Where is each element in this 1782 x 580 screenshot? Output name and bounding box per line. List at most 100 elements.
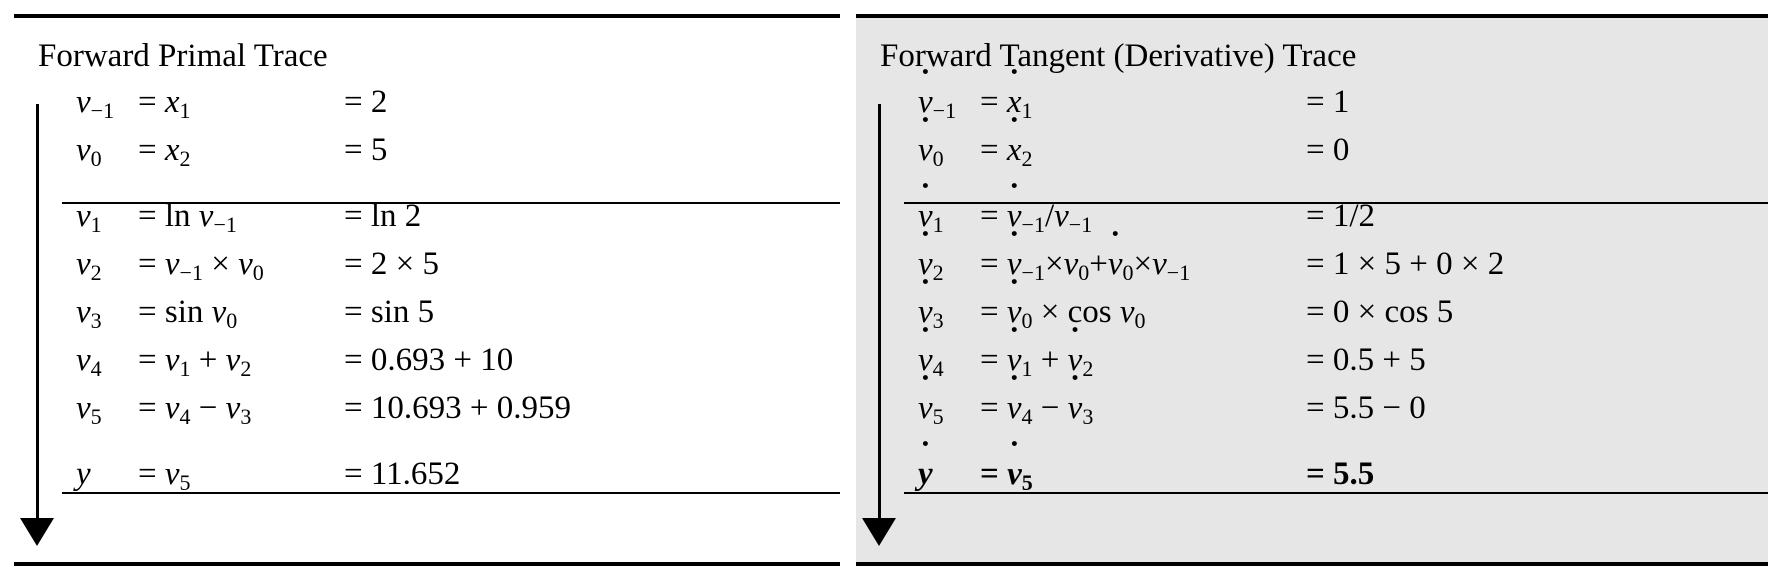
- math-variable: v: [238, 246, 253, 282]
- math-variable: v: [211, 294, 227, 330]
- lhs-variable: v2: [76, 243, 102, 285]
- math-text: +: [1032, 342, 1068, 378]
- lhs-variable: v0: [76, 129, 102, 171]
- math-variable: v: [164, 390, 180, 426]
- evaluated-value: = 1 × 5 + 0 × 2: [1306, 243, 1504, 285]
- math-variable: v: [225, 390, 241, 426]
- tangent-trace-row: v 2 = v−1×v0+v0×v−1 = 1 × 5 + 0 × 2: [856, 223, 1768, 285]
- lhs-variable: v−1: [76, 81, 114, 123]
- math-text: = ln: [138, 198, 199, 234]
- tangent-trace-row: v 1 = v−1/v−1 = 1/2: [856, 175, 1768, 237]
- lhs-variable: v3: [76, 291, 102, 333]
- math-variable: v: [164, 342, 180, 378]
- math-text: =: [980, 132, 1007, 168]
- definition-expression: = v5: [138, 453, 191, 495]
- subscript: 5: [1021, 470, 1033, 495]
- subscript: 0: [252, 260, 264, 285]
- math-text: = ln 2: [344, 198, 422, 234]
- subscript: 3: [1082, 404, 1094, 429]
- math-text: =: [138, 456, 165, 492]
- down-arrow-icon: [862, 518, 896, 546]
- subscript: 2: [240, 356, 252, 381]
- input-divider: [62, 202, 840, 204]
- definition-expression: = v4 − v3: [980, 367, 1094, 429]
- math-text: =: [980, 84, 1007, 120]
- math-variable: v: [1007, 367, 1022, 429]
- definition-expression: = x2: [980, 109, 1033, 171]
- primal-trace-row: v4 = v1 + v2 = 0.693 + 10: [14, 339, 840, 381]
- math-text: = 0.693 + 10: [344, 342, 514, 378]
- subscript: 1: [932, 212, 944, 237]
- input-divider: [904, 202, 1768, 204]
- definition-expression: = v−1 × v0: [138, 243, 264, 285]
- math-text: =: [138, 132, 165, 168]
- evaluated-value: = 0.5 + 5: [1306, 339, 1426, 381]
- tangent-trace-row: y = v5 = 5.5: [856, 433, 1768, 495]
- subscript: 0: [932, 146, 944, 171]
- math-text: =: [980, 342, 1007, 378]
- tangent-trace-panel: Forward Tangent (Derivative) Trace v−1= …: [856, 14, 1768, 566]
- math-text: =: [980, 456, 1008, 492]
- math-text: =: [980, 294, 1007, 330]
- lhs-variable: v0: [918, 109, 944, 171]
- math-variable: v: [1068, 367, 1083, 429]
- math-variable: v: [198, 198, 214, 234]
- subscript: 0: [1134, 308, 1146, 333]
- primal-trace-row: v2 = v−1 × v0 = 2 × 5: [14, 243, 840, 285]
- lhs-variable: v1: [76, 195, 102, 237]
- math-text: = 0.5 + 5: [1306, 342, 1426, 378]
- subscript: 0: [90, 146, 102, 171]
- math-text: +: [1089, 246, 1108, 282]
- math-variable: v: [918, 367, 933, 429]
- math-text: = 2: [344, 84, 388, 120]
- math-text: = sin: [138, 294, 212, 330]
- math-variable: v: [76, 246, 91, 282]
- definition-expression: = v5: [980, 433, 1033, 495]
- math-variable: v: [225, 342, 241, 378]
- math-text: = 1 × 5 + 0 × 2: [1306, 246, 1505, 282]
- math-text: ×: [1044, 246, 1064, 282]
- math-variable: v: [1054, 198, 1069, 234]
- math-variable: v: [1152, 246, 1167, 282]
- math-variable: v: [1108, 223, 1123, 285]
- math-text: =: [980, 390, 1007, 426]
- subscript: 3: [240, 404, 252, 429]
- primal-trace-row: v1 = ln v−1 = ln 2: [14, 195, 840, 237]
- subscript: 5: [90, 404, 102, 429]
- math-text: = 5.5 − 0: [1306, 390, 1426, 426]
- definition-expression: = v−1×v0+v0×v−1: [980, 223, 1191, 285]
- evaluated-value: = ln 2: [344, 195, 421, 237]
- math-text: −: [190, 390, 226, 426]
- subscript: 0: [1021, 308, 1033, 333]
- subscript: 4: [179, 404, 191, 429]
- evaluated-value: = 0.693 + 10: [344, 339, 513, 381]
- subscript: −1: [1021, 212, 1045, 237]
- subscript: 2: [932, 260, 944, 285]
- math-variable: y: [918, 433, 933, 495]
- evaluated-value: = 2: [344, 81, 387, 123]
- math-text: ×: [202, 246, 239, 282]
- math-text: = 0: [1306, 132, 1350, 168]
- tangent-trace-row: v 3 = v0 × cos v0 = 0 × cos 5: [856, 271, 1768, 333]
- lhs-variable: y: [918, 433, 933, 495]
- definition-expression: = v4 − v3: [138, 387, 251, 429]
- math-variable: v: [1119, 294, 1135, 330]
- definition-expression: = x2: [138, 129, 191, 171]
- evaluated-value: = 11.652: [344, 453, 460, 495]
- math-text: = 0 × cos 5: [1306, 294, 1454, 330]
- math-text: = 5: [344, 132, 388, 168]
- subscript: 5: [179, 470, 191, 495]
- math-variable: v: [164, 456, 180, 492]
- subscript: 2: [179, 146, 191, 171]
- evaluated-value: = 5: [344, 129, 387, 171]
- math-variable: v: [918, 109, 933, 171]
- math-variable: x: [164, 132, 180, 168]
- definition-expression: = x1: [138, 81, 191, 123]
- down-arrow-shaft: [36, 104, 39, 524]
- subscript: −1: [1166, 260, 1191, 285]
- down-arrow-shaft: [878, 104, 881, 524]
- math-text: = 2 × 5: [344, 246, 439, 282]
- math-variable: x: [1007, 109, 1022, 171]
- primal-trace-panel: Forward Primal Trace v−1 = x1 = 2 v0 = x2 = 5…: [14, 14, 840, 566]
- output-divider: [62, 492, 840, 494]
